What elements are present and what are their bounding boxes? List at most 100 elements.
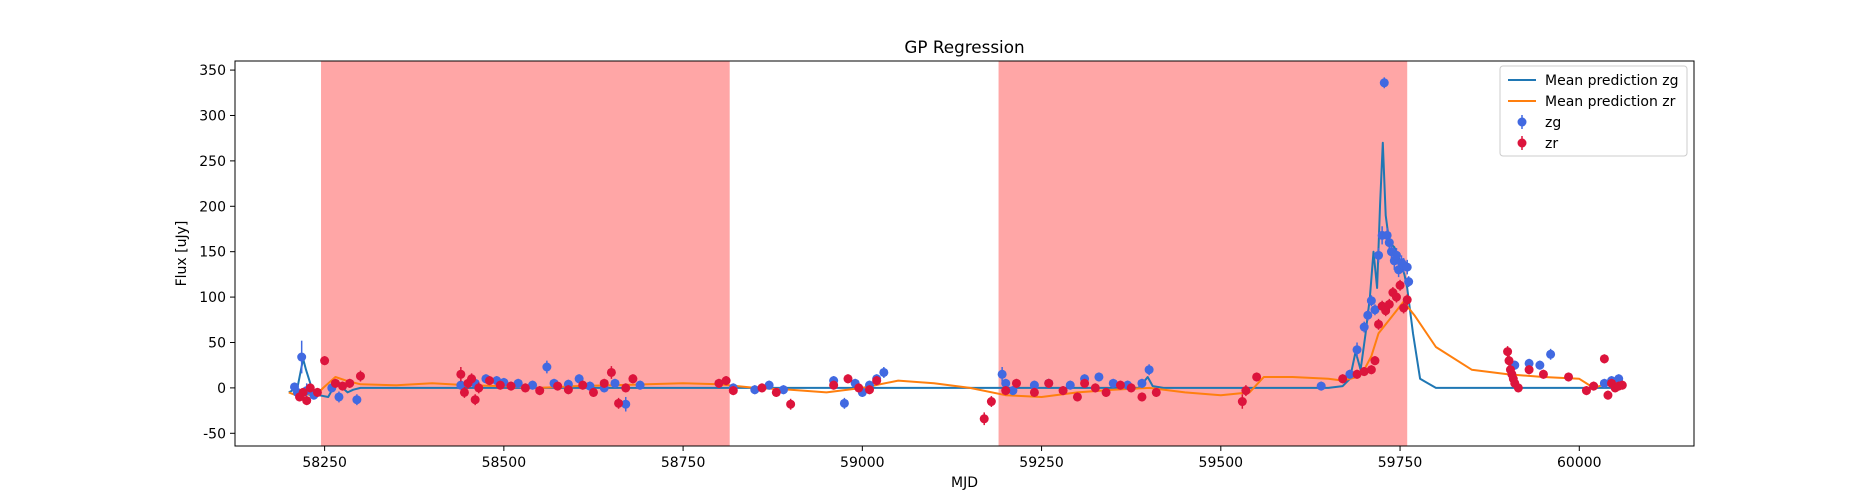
marker — [456, 369, 466, 379]
marker — [1546, 349, 1556, 359]
marker — [305, 383, 315, 393]
marker — [1564, 372, 1574, 382]
data-point-zr — [1564, 372, 1574, 382]
data-point-zr — [1603, 390, 1613, 400]
data-point-zg — [1366, 295, 1376, 307]
marker — [610, 378, 620, 388]
marker — [456, 380, 466, 390]
marker — [345, 378, 355, 388]
data-point-zr — [865, 385, 875, 395]
marker — [1603, 390, 1613, 400]
marker — [997, 369, 1007, 379]
legend-label-zr-line: Mean prediction zr — [1545, 94, 1676, 110]
marker — [1402, 295, 1412, 305]
data-point-zr — [1252, 372, 1262, 382]
marker — [1080, 378, 1090, 388]
y-tick-label: 150 — [199, 245, 226, 261]
marker — [829, 380, 839, 390]
data-point-zr — [312, 387, 322, 397]
shaded-region-2 — [998, 61, 1408, 446]
marker — [1108, 378, 1118, 388]
y-tick-label: 200 — [199, 199, 226, 215]
marker — [879, 367, 889, 377]
data-point-zr — [628, 374, 638, 384]
data-points — [290, 77, 1627, 426]
data-point-zr — [506, 381, 516, 391]
data-point-zr — [979, 412, 989, 426]
legend-marker — [1517, 117, 1527, 127]
marker — [721, 376, 731, 386]
data-point-zg — [1008, 386, 1018, 396]
marker — [635, 380, 645, 390]
marker — [1404, 277, 1414, 287]
marker — [1599, 354, 1609, 364]
data-point-zg — [879, 367, 889, 378]
data-point-zg — [764, 380, 774, 390]
data-point-zg — [621, 396, 631, 412]
data-point-zg — [297, 340, 307, 374]
marker — [298, 387, 308, 397]
data-point-zr — [829, 380, 839, 390]
x-tick-label: 58500 — [482, 455, 527, 471]
legend-label-zg-line: Mean prediction zg — [1545, 73, 1679, 89]
data-point-zr — [1137, 392, 1147, 402]
data-point-zr — [1399, 302, 1409, 314]
data-point-zr — [535, 386, 545, 396]
marker — [1391, 292, 1401, 302]
marker — [606, 367, 616, 377]
data-point-zr — [305, 383, 315, 393]
legend-swatch-zr-points — [1517, 136, 1527, 150]
y-tick-label: -50 — [203, 426, 226, 442]
y-tick-label: 300 — [199, 108, 226, 124]
data-point-zr — [599, 378, 609, 388]
data-point-zr — [843, 374, 853, 384]
data-point-zr — [1581, 386, 1591, 396]
x-axis-ticks: 58250 58500 58750 59000 59250 59500 59750 60000 — [302, 446, 1602, 471]
data-point-zr — [786, 398, 796, 410]
legend-marker — [1517, 138, 1527, 148]
data-point-zg — [839, 397, 849, 409]
data-point-zr — [872, 376, 882, 386]
data-point-zg — [610, 378, 620, 388]
data-point-zr — [1001, 386, 1011, 396]
data-point-zg — [1144, 364, 1154, 376]
data-point-zg — [1065, 380, 1075, 390]
data-point-zg — [1402, 259, 1412, 275]
data-point-zr — [588, 387, 598, 397]
marker — [588, 387, 598, 397]
data-point-zg — [513, 378, 523, 388]
data-point-zr — [1384, 298, 1394, 310]
data-point-zr — [714, 378, 724, 388]
data-point-zg — [1359, 321, 1369, 333]
y-tick-label: 0 — [217, 381, 226, 397]
data-point-zg — [1379, 77, 1389, 89]
marker — [297, 352, 307, 362]
data-point-zr — [1366, 365, 1376, 375]
marker — [1252, 372, 1262, 382]
marker — [1008, 386, 1018, 396]
x-tick-label: 58750 — [661, 455, 706, 471]
data-point-zg — [456, 380, 466, 390]
shaded-regions — [321, 61, 1408, 446]
marker — [771, 387, 781, 397]
marker — [334, 392, 344, 402]
marker — [1359, 367, 1369, 377]
marker — [786, 399, 796, 409]
marker — [338, 381, 348, 391]
marker — [979, 414, 989, 424]
marker — [1090, 383, 1100, 393]
data-point-zr — [1352, 369, 1362, 379]
marker — [1374, 319, 1384, 329]
data-point-zr — [854, 383, 864, 393]
marker — [535, 386, 545, 396]
data-point-zr — [1237, 394, 1247, 409]
y-tick-label: 350 — [199, 63, 226, 79]
marker — [1391, 250, 1401, 260]
marker — [1589, 381, 1599, 391]
marker — [1524, 365, 1534, 375]
data-point-zg — [1094, 372, 1104, 382]
marker — [513, 378, 523, 388]
marker — [843, 374, 853, 384]
data-point-zr — [355, 370, 365, 382]
shaded-region-1 — [321, 61, 730, 446]
